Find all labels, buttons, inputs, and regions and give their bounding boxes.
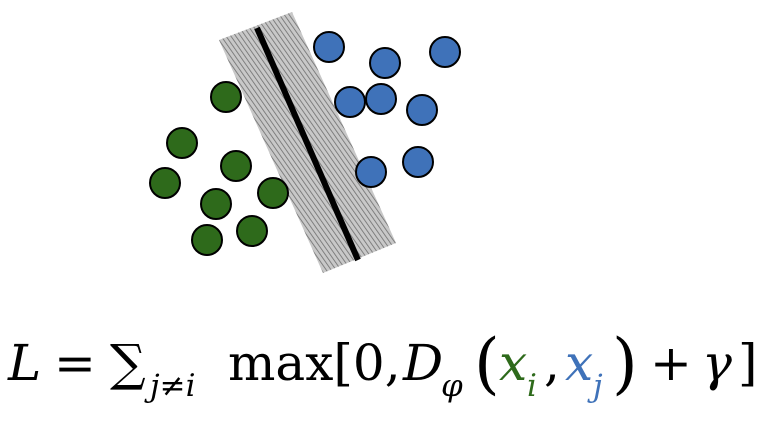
blue-point — [355, 156, 387, 188]
green-point — [236, 215, 268, 247]
svg-text:L = ∑: L = ∑ — [7, 334, 146, 392]
green-point — [200, 188, 232, 220]
comma: , — [544, 334, 560, 392]
xj-base: x — [565, 334, 593, 392]
summation-subscript: j≠i — [144, 368, 196, 404]
margin-symbol: γ — [702, 334, 732, 392]
blue-point — [365, 83, 397, 115]
close-paren: ) — [612, 325, 638, 402]
metric-learning-diagram — [149, 12, 461, 273]
svg-text:max[0, D: max[0, D — [228, 334, 443, 392]
loss-formula: L = ∑ j≠i max[0, D φ ( x i , x j ) + γ ] — [7, 325, 758, 404]
blue-point — [369, 47, 401, 79]
blue-point — [334, 86, 366, 118]
green-point — [257, 177, 289, 209]
distance-subscript: φ — [441, 368, 463, 404]
green-point — [166, 127, 198, 159]
svg-text:+ γ ]: + γ ] — [650, 334, 758, 392]
loss-symbol: L — [7, 334, 41, 392]
plus-sign: + — [650, 334, 692, 392]
blue-point — [429, 36, 461, 68]
close-bracket: ] — [738, 334, 758, 392]
blue-point — [313, 31, 345, 63]
open-paren: ( — [474, 325, 500, 402]
xi-base: x — [499, 334, 527, 392]
green-point — [210, 81, 242, 113]
blue-point — [406, 94, 438, 126]
decision-boundary — [254, 26, 361, 262]
max-term: max[0, — [228, 334, 401, 392]
equals-sign: = — [54, 334, 96, 392]
green-point — [220, 150, 252, 182]
distance-symbol: D — [402, 334, 443, 392]
data-points — [149, 31, 461, 256]
green-point — [191, 224, 223, 256]
blue-point — [402, 146, 434, 178]
green-point — [149, 167, 181, 199]
xi-subscript: i — [527, 368, 537, 404]
summation-symbol: ∑ — [110, 334, 146, 392]
